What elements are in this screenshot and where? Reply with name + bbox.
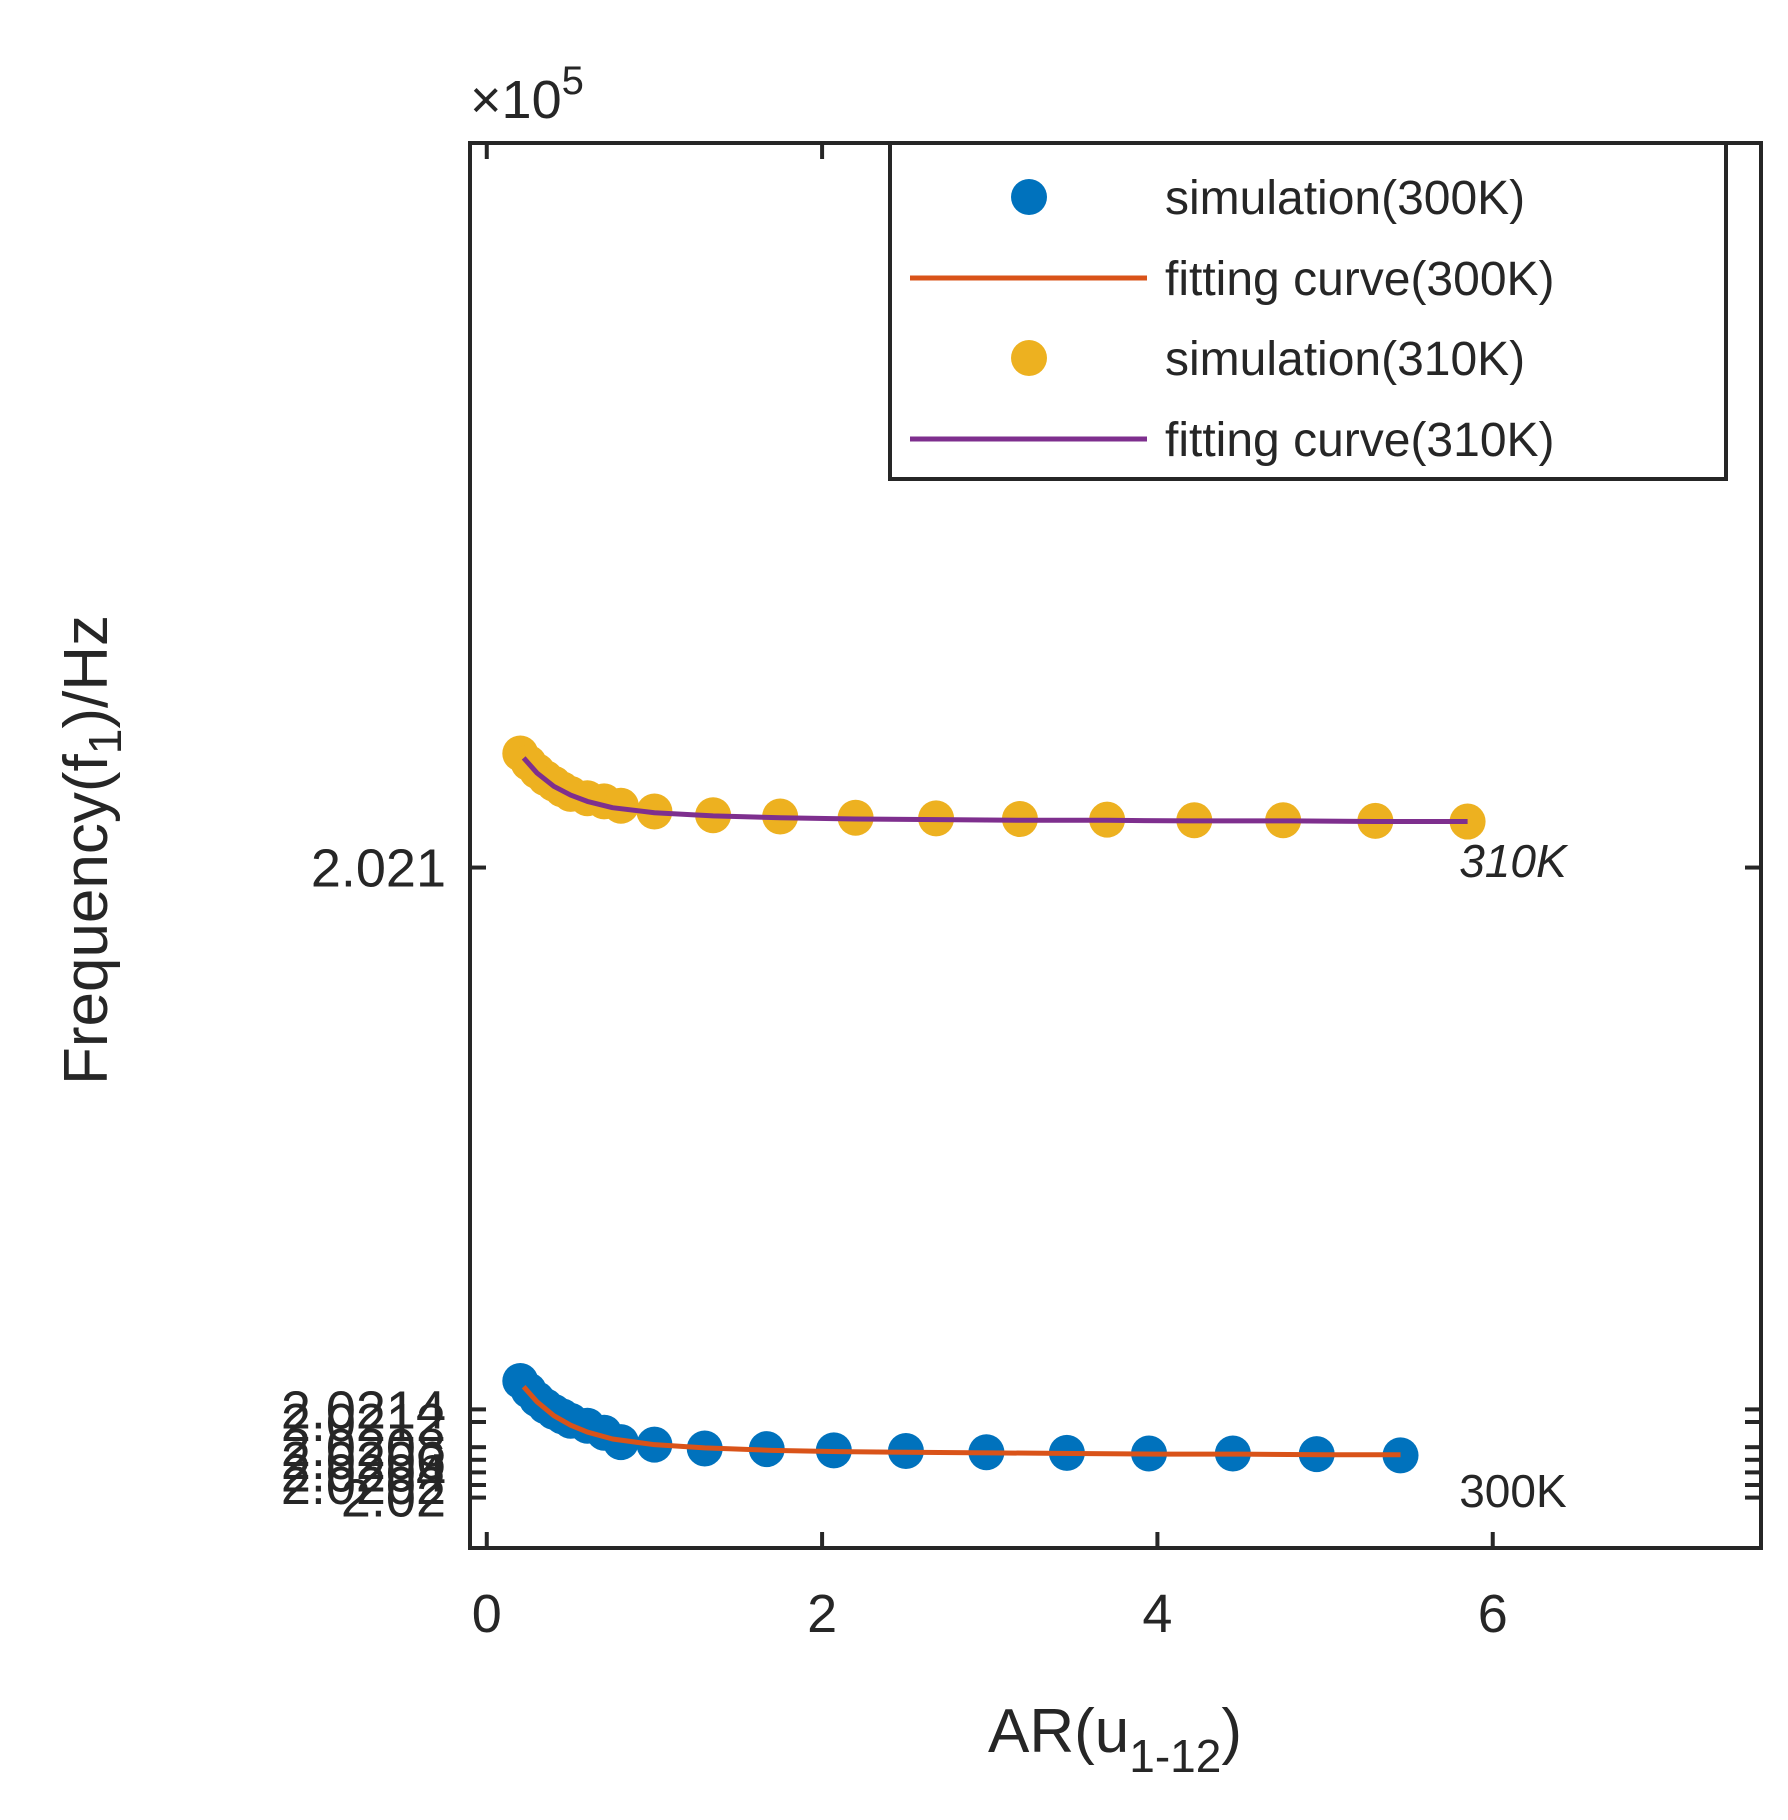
legend-label: simulation(310K)	[1165, 333, 1525, 386]
y-tick-label: 2.0202	[281, 1456, 446, 1516]
annotation-label: 300K	[1459, 1465, 1567, 1517]
legend-box	[888, 141, 1728, 481]
series-line	[521, 1385, 1401, 1458]
x-tick-label: 2	[807, 1584, 837, 1644]
x-tick-label: 0	[472, 1584, 502, 1644]
legend-label: fitting curve(300K)	[1165, 253, 1555, 306]
y-axis-label: Frequency(f1)/Hz	[52, 615, 131, 1085]
series-fitting-curve-300k-	[521, 1385, 1401, 1458]
legend-marker	[1011, 340, 1047, 376]
annotation-label: 310K	[1459, 835, 1569, 887]
x-axis: 0 2 4 6	[472, 143, 1508, 1644]
y-tick-label: 2.02	[341, 1469, 446, 1529]
legend-marker	[1011, 179, 1047, 215]
legend-label: fitting curve(310K)	[1165, 414, 1555, 467]
data-series	[502, 735, 1486, 1474]
y-tick-label: 2.0204	[281, 1443, 446, 1503]
series-line	[521, 756, 1468, 825]
y-tick-label: 2.0214	[281, 1380, 446, 1440]
y-tick-label: 2.021	[311, 839, 446, 899]
x-tick-label: 4	[1142, 1584, 1172, 1644]
y-tick-label: 2.0208	[281, 1418, 446, 1478]
y-tick-label: 2.0212	[281, 1393, 446, 1453]
y-tick-label: 2.0206	[281, 1431, 446, 1491]
x-axis-label: AR(u1-12)	[988, 1697, 1242, 1782]
annotations: 310K 300K	[1459, 835, 1569, 1517]
data-point	[602, 787, 639, 824]
y-multiplier: ×105	[470, 59, 584, 130]
legend: simulation(300K) fitting curve(300K) simul…	[888, 141, 1728, 481]
series-fitting-curve-310k-	[521, 756, 1468, 825]
legend-label: simulation(300K)	[1165, 172, 1525, 225]
x-tick-label: 6	[1478, 1584, 1508, 1644]
